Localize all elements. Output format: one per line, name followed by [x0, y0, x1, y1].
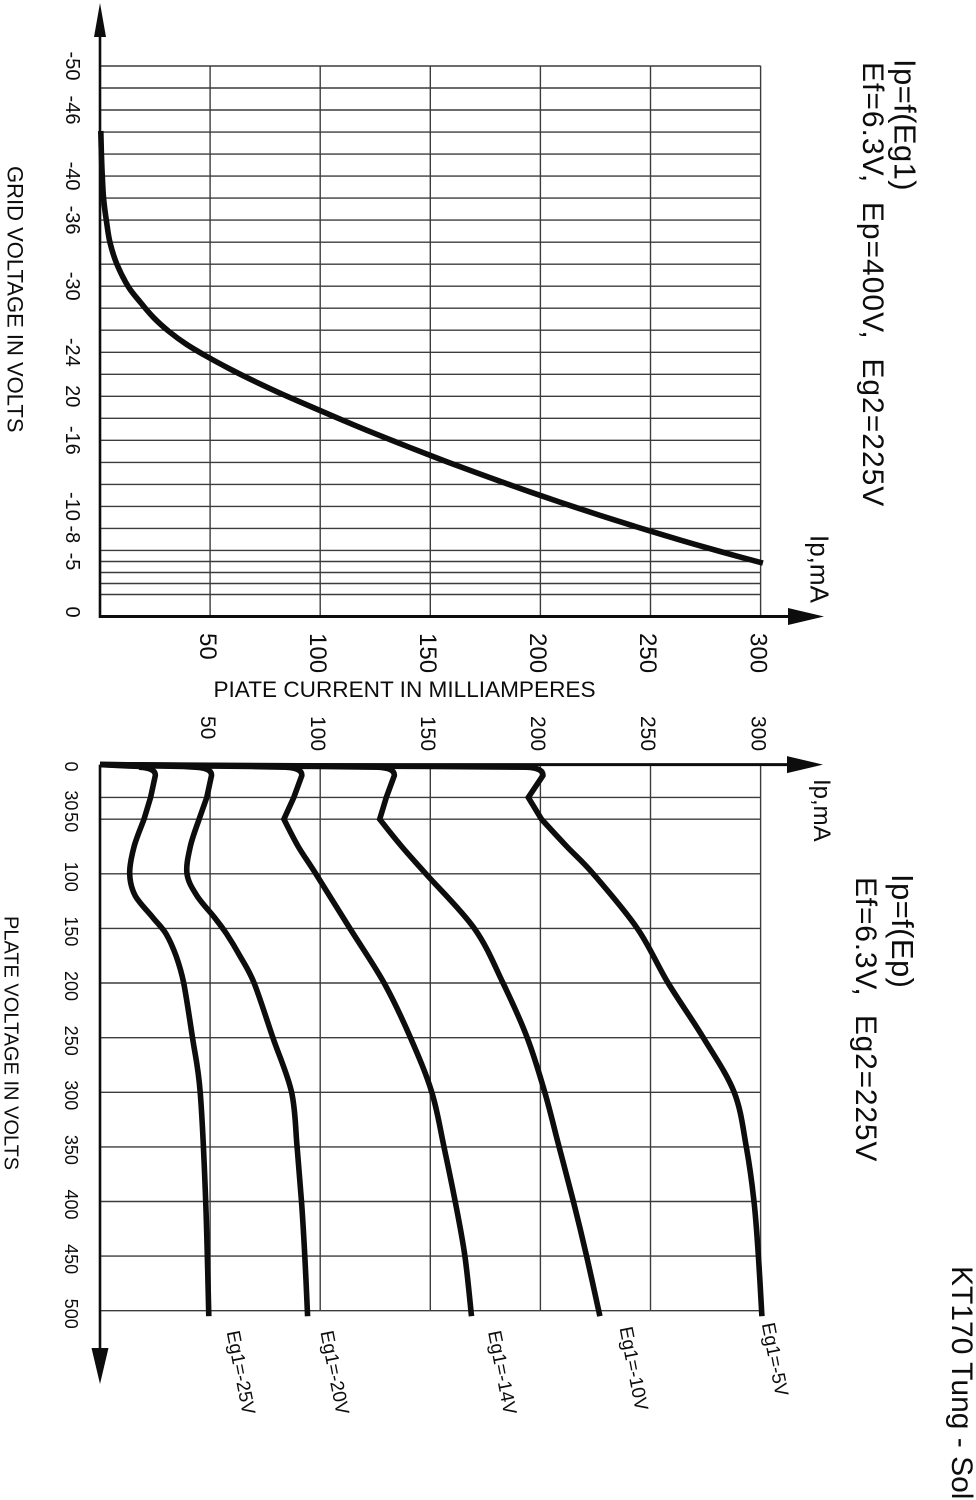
svg-text:20: 20	[61, 385, 83, 407]
svg-text:-50: -50	[61, 52, 83, 81]
svg-text:250: 250	[634, 633, 661, 673]
svg-text:Ef=6.3V, Eg2=225V: Ef=6.3V, Eg2=225V	[849, 877, 882, 1162]
svg-text:Ef=6.3V, Ep=400V, Eg2=225V: Ef=6.3V, Ep=400V, Eg2=225V	[856, 62, 889, 507]
svg-text:50: 50	[194, 633, 221, 660]
svg-text:200: 200	[524, 633, 551, 673]
svg-text:0: 0	[61, 606, 83, 617]
svg-text:Ip,mA: Ip,mA	[808, 779, 835, 842]
svg-text:150: 150	[414, 633, 441, 673]
svg-text:-36: -36	[61, 206, 83, 235]
svg-text:500: 500	[61, 1299, 81, 1329]
svg-text:-16: -16	[61, 426, 83, 455]
svg-text:350: 350	[61, 1135, 81, 1165]
svg-text:Ip,mA: Ip,mA	[805, 535, 835, 604]
svg-text:250: 250	[636, 716, 659, 751]
svg-text:400: 400	[61, 1189, 81, 1219]
svg-text:100: 100	[304, 633, 331, 673]
svg-text:300: 300	[61, 1080, 81, 1110]
svg-text:100: 100	[306, 716, 329, 751]
svg-text:450: 450	[61, 1244, 81, 1274]
svg-text:-40: -40	[61, 162, 83, 191]
svg-text:Ip=f(Ep): Ip=f(Ep)	[885, 874, 920, 988]
svg-text:50: 50	[61, 812, 81, 832]
svg-text:150: 150	[416, 716, 439, 751]
svg-text:150: 150	[61, 916, 81, 946]
svg-text:-30: -30	[61, 272, 83, 301]
svg-text:KT170 Tung - Sol: KT170 Tung - Sol	[945, 1266, 976, 1499]
svg-text:PLATE VOLTAGE IN VOLTS: PLATE VOLTAGE IN VOLTS	[0, 916, 22, 1170]
svg-text:-10: -10	[61, 492, 83, 521]
svg-text:PIATE CURRENT IN MILLIAMPERES: PIATE CURRENT IN MILLIAMPERES	[213, 677, 595, 702]
svg-text:250: 250	[61, 1026, 81, 1056]
svg-text:30: 30	[61, 790, 81, 810]
svg-text:300: 300	[746, 716, 769, 751]
svg-text:-46: -46	[61, 96, 83, 125]
svg-text:-8: -8	[61, 526, 83, 544]
svg-text:GRID VOLTAGE IN VOLTS: GRID VOLTAGE IN VOLTS	[2, 166, 27, 433]
svg-text:300: 300	[744, 633, 771, 673]
svg-text:200: 200	[526, 716, 549, 751]
svg-text:-24: -24	[61, 338, 83, 367]
svg-text:50: 50	[196, 716, 219, 739]
svg-text:Ip=f(Eg1): Ip=f(Eg1)	[888, 59, 923, 191]
svg-text:-5: -5	[61, 553, 83, 571]
svg-text:200: 200	[61, 971, 81, 1001]
svg-text:100: 100	[61, 862, 81, 892]
svg-text:0: 0	[61, 761, 81, 771]
